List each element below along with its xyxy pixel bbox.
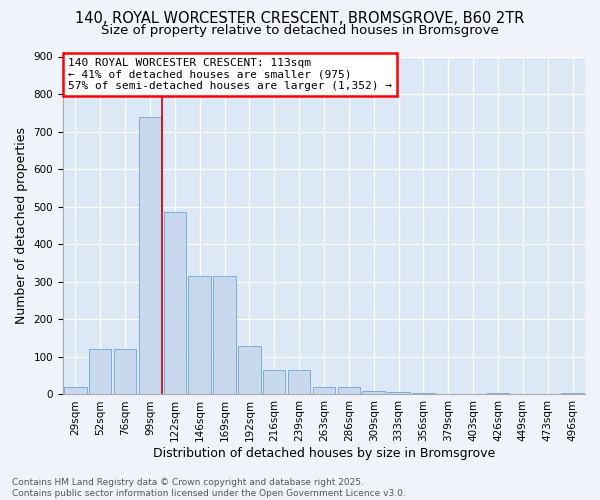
- Bar: [139, 116, 161, 394]
- Bar: [288, 370, 310, 394]
- Bar: [114, 348, 136, 395]
- Bar: [338, 387, 360, 394]
- Text: Size of property relative to detached houses in Bromsgrove: Size of property relative to detached ho…: [101, 24, 499, 37]
- Bar: [388, 392, 410, 394]
- Bar: [214, 276, 236, 394]
- Bar: [412, 392, 434, 394]
- X-axis label: Distribution of detached houses by size in Bromsgrove: Distribution of detached houses by size …: [153, 447, 495, 460]
- Bar: [562, 392, 584, 394]
- Bar: [263, 370, 286, 394]
- Bar: [487, 392, 509, 394]
- Text: Contains HM Land Registry data © Crown copyright and database right 2025.
Contai: Contains HM Land Registry data © Crown c…: [12, 478, 406, 498]
- Text: 140, ROYAL WORCESTER CRESCENT, BROMSGROVE, B60 2TR: 140, ROYAL WORCESTER CRESCENT, BROMSGROV…: [76, 11, 524, 26]
- Bar: [238, 346, 260, 395]
- Y-axis label: Number of detached properties: Number of detached properties: [15, 127, 28, 324]
- Bar: [64, 387, 86, 394]
- Text: 140 ROYAL WORCESTER CRESCENT: 113sqm
← 41% of detached houses are smaller (975)
: 140 ROYAL WORCESTER CRESCENT: 113sqm ← 4…: [68, 58, 392, 92]
- Bar: [164, 212, 186, 394]
- Bar: [188, 276, 211, 394]
- Bar: [313, 387, 335, 394]
- Bar: [362, 390, 385, 394]
- Bar: [89, 348, 112, 395]
